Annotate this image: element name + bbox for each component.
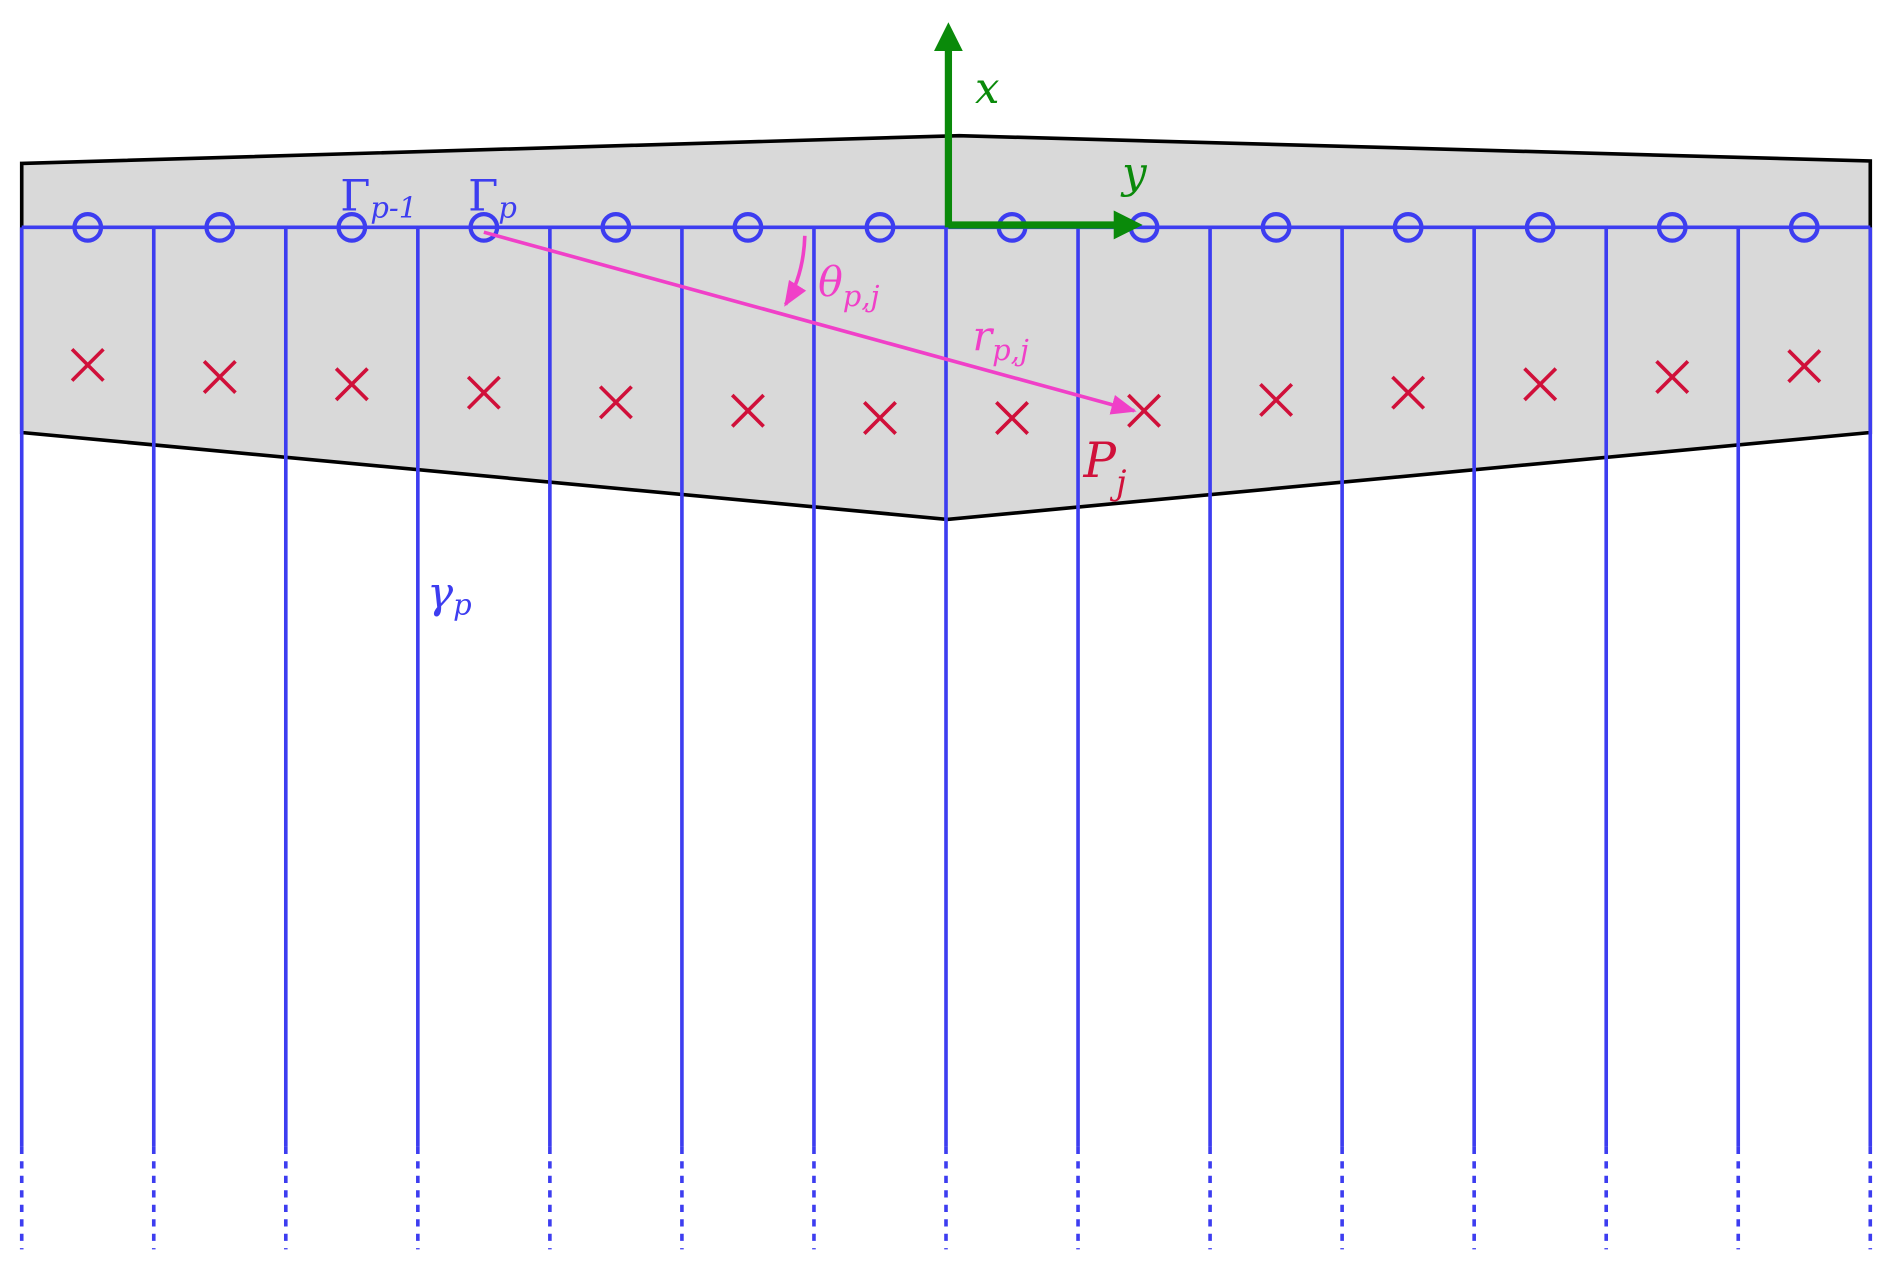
cross-mark bbox=[730, 393, 765, 428]
node-circle bbox=[1524, 211, 1556, 243]
cross-mark bbox=[863, 401, 897, 435]
cross-mark bbox=[202, 360, 237, 394]
cross-mark bbox=[598, 385, 633, 420]
cross-mark bbox=[1523, 367, 1558, 402]
label: Γp bbox=[468, 171, 517, 224]
cross-mark bbox=[70, 347, 105, 382]
cross-mark bbox=[466, 375, 501, 410]
label: θp,j bbox=[818, 258, 879, 313]
cross-mark bbox=[334, 367, 369, 402]
node-circle bbox=[600, 211, 632, 243]
node-circle bbox=[204, 211, 236, 243]
node-circle bbox=[732, 211, 764, 243]
label: Pj bbox=[1083, 433, 1127, 502]
label: γp bbox=[427, 568, 471, 621]
node-circle bbox=[336, 211, 368, 243]
distance-arrow bbox=[483, 230, 1137, 415]
node-circle bbox=[72, 211, 104, 243]
label-main: Γ bbox=[468, 171, 498, 221]
axis-label: y bbox=[1120, 149, 1147, 199]
ray-lines bbox=[19, 227, 1873, 1250]
label-sub: p,j bbox=[843, 279, 880, 313]
node-circle bbox=[1392, 211, 1424, 243]
cross-mark bbox=[1259, 382, 1294, 417]
cross-mark bbox=[1655, 360, 1690, 394]
node-circle bbox=[1788, 211, 1820, 243]
label-sub: p bbox=[498, 191, 517, 225]
label-sub: p bbox=[453, 588, 472, 622]
angle-arrow bbox=[783, 235, 807, 307]
label-main: P bbox=[1083, 433, 1118, 489]
label-sub: p-1 bbox=[370, 191, 417, 225]
node-circle bbox=[1656, 211, 1688, 243]
node-circle bbox=[468, 211, 500, 243]
node-circle bbox=[1260, 211, 1292, 243]
node-circle bbox=[864, 211, 896, 243]
label-main: θ bbox=[818, 258, 843, 306]
axis-label: x bbox=[975, 64, 1000, 114]
cross-mark bbox=[1391, 375, 1426, 410]
label: rp,j bbox=[973, 312, 1029, 367]
label-sub: p,j bbox=[992, 333, 1029, 367]
cross-mark bbox=[995, 401, 1029, 435]
label-main: γ bbox=[427, 568, 453, 618]
label: Γp-1 bbox=[340, 171, 417, 224]
cross-mark bbox=[1787, 349, 1822, 384]
label-main: Γ bbox=[340, 171, 370, 221]
label-main: r bbox=[973, 312, 995, 360]
